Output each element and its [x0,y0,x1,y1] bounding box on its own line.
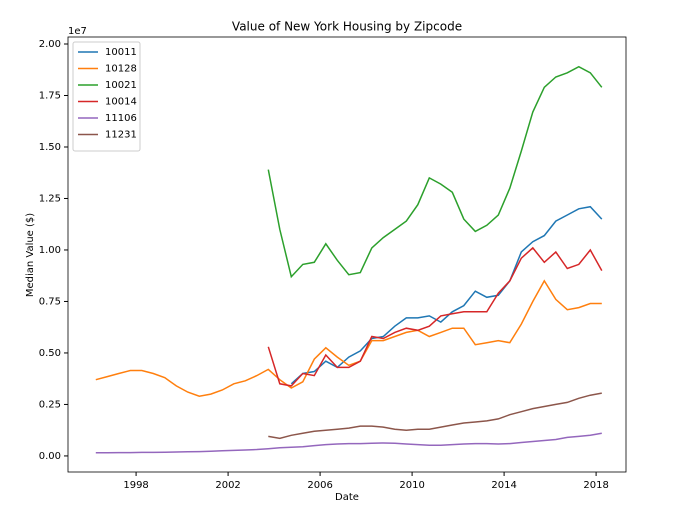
line-series [267,246,603,387]
y-tick-label: 1.75 [39,90,61,101]
y-tick-label: 1.50 [39,142,61,153]
line-series [290,205,603,385]
legend-label: 11106 [105,113,137,124]
legend-label: 11231 [105,130,137,141]
y-tick-label: 0.25 [39,399,61,410]
x-tick-label: 2010 [399,480,424,491]
plot-frame [67,36,627,473]
chart-title: Value of New York Housing by Zipcode [232,20,462,34]
y-axis-label: Median Value ($) [25,213,36,297]
legend-label: 10021 [105,80,137,91]
x-tick-label: 2006 [307,480,332,491]
x-tick-label: 2018 [583,480,608,491]
legend-label: 10011 [105,47,137,58]
x-tick-label: 2002 [215,480,240,491]
y-tick-label: 1.00 [39,245,61,256]
legend-label: 10128 [105,64,137,75]
x-tick-label: 2014 [491,480,516,491]
line-series [267,65,603,279]
line-series [95,279,602,397]
y-tick-label: 2.00 [39,39,61,50]
y-offset-label: 1e7 [68,26,87,37]
y-tick-label: 0.75 [39,296,61,307]
line-series [95,432,602,454]
line-series [268,392,602,440]
x-tick-label: 1998 [123,480,148,491]
y-tick-label: 1.25 [39,193,61,204]
y-tick-label: 0.00 [39,451,61,462]
x-axis-label: Date [335,492,359,503]
legend-label: 10014 [105,97,137,108]
y-tick-label: 0.50 [39,348,61,359]
